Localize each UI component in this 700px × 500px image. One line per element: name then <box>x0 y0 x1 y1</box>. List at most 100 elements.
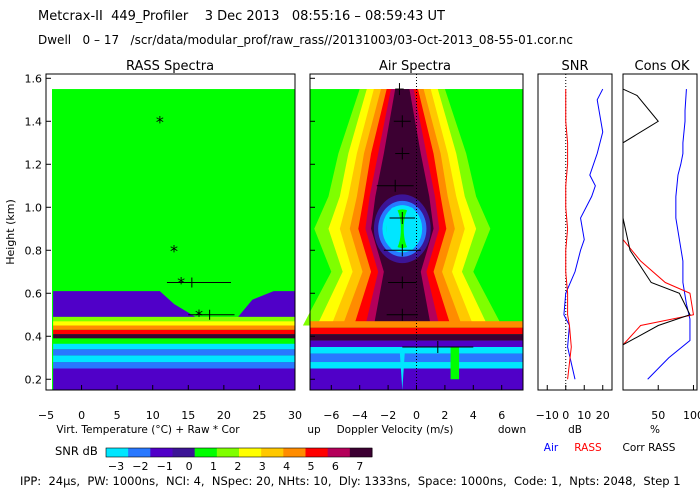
air-band-7 <box>310 368 523 390</box>
air-xtick-label-0: −6 <box>323 409 339 422</box>
rass-band-5 <box>53 338 295 344</box>
colorbar-seg-1 <box>128 448 151 457</box>
rass-ytick-label-0: 0.2 <box>25 373 43 386</box>
header-line-2: Dwell 0 – 17 /scr/data/modular_prof/raw_… <box>38 33 573 47</box>
rass-xtick-label-7: 30 <box>288 409 302 422</box>
colorbar-seg-0 <box>106 448 129 457</box>
air-xlabel: Doppler Velocity (m/s) <box>337 424 454 436</box>
rass-ytick-label-1: 0.4 <box>25 330 43 343</box>
colorbar-seg-6 <box>239 448 262 457</box>
rass-axes-frame <box>45 73 296 391</box>
rass-spectra-panel <box>45 73 296 391</box>
colorbar-tick-1: −2 <box>132 460 148 473</box>
rass-band-6 <box>53 343 295 350</box>
legend-corr-rass: Corr RASS <box>623 442 676 454</box>
rass-band-9 <box>53 362 295 369</box>
consok-panel <box>622 73 698 391</box>
colorbar-seg-11 <box>349 448 373 457</box>
rass-xtick-label-0: −5 <box>38 409 54 422</box>
rass-title: RASS Spectra <box>126 59 214 74</box>
rass-purple-lobe-left <box>53 291 196 317</box>
air-xtick-label-2: −2 <box>380 409 396 422</box>
rass-cor-point-2: * <box>177 274 185 293</box>
air-band-0 <box>310 321 523 328</box>
height-axis-label: Height (km) <box>4 199 17 265</box>
colorbar-tick-9: 6 <box>332 460 339 473</box>
snr-line-air <box>563 88 604 380</box>
snr-line-rass <box>565 89 572 380</box>
colorbar-frame <box>105 447 373 458</box>
rass-purple-lobe-right <box>238 291 295 317</box>
rass-band-0 <box>53 316 295 322</box>
rass-cor-point-3: * <box>195 306 203 325</box>
rass-ytick-label-4: 1.0 <box>25 201 43 214</box>
consok-axes-frame <box>622 73 698 391</box>
consok-title: Cons OK <box>635 59 690 74</box>
consok-line-air <box>647 89 691 380</box>
air-xtick-label-1: −4 <box>352 409 368 422</box>
snr-title: SNR <box>561 59 588 74</box>
rass-xlabel: Virt. Temperature (°C) + Raw * Cor <box>56 424 240 436</box>
colorbar-seg-8 <box>283 448 306 457</box>
colorbar-seg-3 <box>172 448 196 457</box>
colorbar-tick-2: −1 <box>157 460 173 473</box>
rass-band-4 <box>53 334 295 339</box>
rass-band-8 <box>53 355 295 363</box>
air-title: Air Spectra <box>379 59 451 74</box>
snr-panel <box>537 73 613 391</box>
rass-ytick-label-2: 0.6 <box>25 287 43 300</box>
consok-xtick-label-1: 100 <box>683 409 700 422</box>
air-xtick-label-3: 0 <box>413 409 420 422</box>
rass-xtick-label-3: 10 <box>146 409 160 422</box>
snr-xtick-label-1: 0 <box>562 409 569 422</box>
snr-xtick-label-3: 20 <box>596 409 610 422</box>
consok-line-rass <box>622 239 695 346</box>
air-green-column <box>450 347 460 380</box>
snr-xlabel: dB <box>568 424 582 436</box>
rass-band-10 <box>53 368 295 390</box>
air-cell-core-left <box>386 207 401 251</box>
rass-cor-point-0: * <box>156 112 164 131</box>
air-xtick-label-4: 2 <box>441 409 448 422</box>
rass-ytick-label-3: 0.8 <box>25 244 43 257</box>
header-line-1: Metcrax-II 449_Profiler 3 Dec 2013 08:55… <box>38 9 445 24</box>
consok-xlabel: % <box>650 424 660 436</box>
air-xtick-label-6: 6 <box>498 409 505 422</box>
colorbar-seg-9 <box>305 448 329 457</box>
air-spectra-panel <box>302 73 524 391</box>
air-downdraft-spike <box>399 347 406 390</box>
colorbar-tick-8: 5 <box>308 460 315 473</box>
rass-band-1 <box>53 321 295 326</box>
air-band-1 <box>310 327 523 335</box>
air-xtick-label-5: 4 <box>470 409 477 422</box>
air-up-label: up <box>307 424 321 436</box>
rass-xtick-label-1: 0 <box>78 409 85 422</box>
consok-line-corr-rass <box>622 88 691 346</box>
air-band-5 <box>310 353 523 363</box>
snr-axes-frame <box>537 73 613 391</box>
air-down-label: down <box>498 424 526 436</box>
colorbar-tick-4: 1 <box>210 460 217 473</box>
snr-xtick-label-0: −10 <box>536 409 559 422</box>
colorbar-seg-7 <box>261 448 284 457</box>
colorbar-seg-2 <box>150 448 173 457</box>
colorbar-seg-4 <box>194 448 218 457</box>
colorbar-title: SNR dB <box>55 444 98 458</box>
rass-band-2 <box>53 325 295 330</box>
rass-cor-point-1: * <box>170 241 178 260</box>
colorbar-tick-7: 4 <box>283 460 290 473</box>
rass-xtick-label-5: 20 <box>217 409 231 422</box>
air-cell-core-right <box>403 207 418 251</box>
rass-xtick-label-4: 15 <box>181 409 195 422</box>
rass-xtick-label-6: 25 <box>252 409 266 422</box>
air-band-2 <box>310 334 523 341</box>
legend-rass: RASS <box>574 442 602 454</box>
snr-xtick-label-2: 10 <box>577 409 591 422</box>
rass-band-7 <box>53 349 295 356</box>
legend-air: Air <box>544 442 559 454</box>
colorbar-tick-0: −3 <box>108 460 124 473</box>
air-band-3 <box>310 340 523 348</box>
rass-xtick-label-2: 5 <box>114 409 121 422</box>
rass-ytick-label-7: 1.6 <box>25 72 43 85</box>
